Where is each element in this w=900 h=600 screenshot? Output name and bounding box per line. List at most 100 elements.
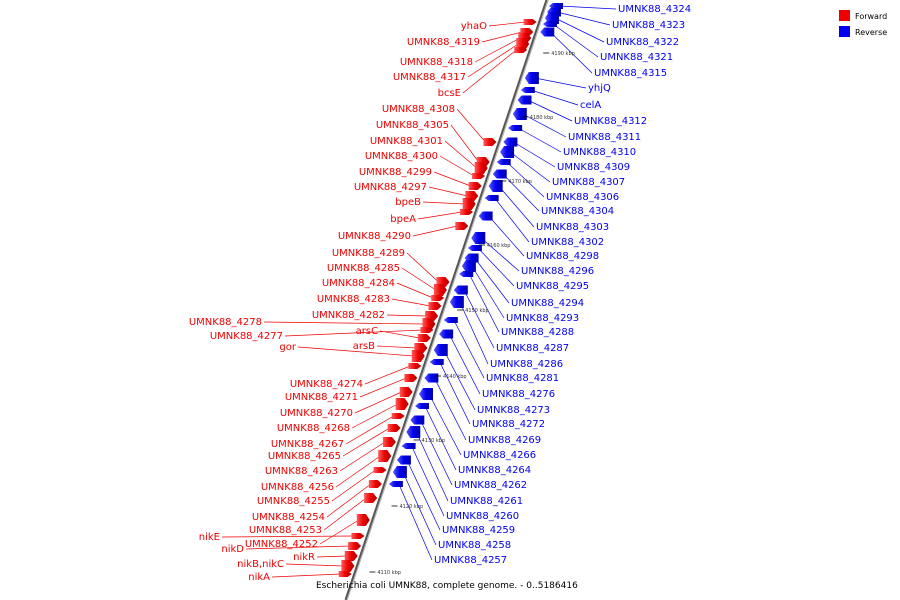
gene-arrow-forward [399, 387, 413, 397]
gene-arrow-forward [433, 284, 447, 296]
gene-label-reverse: UMNK88_4286 [490, 359, 563, 370]
gene-arrow-forward [387, 424, 401, 432]
gene-arrow-forward [483, 138, 497, 146]
tick-label: 4150 kbp [465, 308, 489, 314]
gene-label-forward: UMNK88_4308 [382, 104, 455, 115]
gene-arrow-forward [373, 467, 387, 473]
gene-arrow-reverse [508, 125, 523, 131]
gene-arrow-forward [462, 198, 476, 210]
leader-line-reverse [398, 483, 433, 561]
gene-label-forward: UMNK88_4267 [271, 439, 344, 450]
gene-label-forward: UMNK88_4256 [261, 482, 334, 493]
leader-line-reverse [474, 257, 510, 304]
leader-line-reverse [439, 361, 471, 425]
gene-label-forward: UMNK88_4274 [290, 379, 363, 390]
gene-arrow-reverse [512, 108, 527, 120]
gene-label-reverse: UMNK88_4266 [463, 450, 536, 461]
gene-arrow-reverse [401, 443, 416, 449]
genome-caption: Escherichia coli UMNK88, complete genome… [316, 581, 578, 591]
tick-label: 4140 kbp [443, 374, 467, 380]
leader-line-forward [271, 573, 341, 578]
leader-line-reverse [411, 445, 445, 517]
gene-arrow-reverse [500, 146, 515, 158]
gene-arrow-forward [404, 374, 418, 382]
gene-arrow-forward [382, 437, 396, 447]
gene-label-reverse: UMNK88_4287 [496, 343, 569, 354]
gene-arrow-forward [356, 514, 370, 526]
gene-label-forward: UMNK88_4265 [268, 451, 341, 462]
leader-line-forward [221, 535, 354, 538]
leader-line-forward [450, 124, 480, 163]
gene-label-forward: UMNK88_4252 [245, 539, 318, 550]
leader-line-forward [326, 483, 372, 518]
gene-label-reverse: UMNK88_4302 [531, 237, 604, 248]
leader-line-reverse [498, 185, 535, 228]
gene-arrow-forward [431, 295, 445, 301]
gene-arrow-forward [378, 450, 392, 462]
leader-line-reverse [468, 273, 500, 333]
leader-line-reverse [463, 289, 495, 349]
gene-label-forward: UMNK88_4297 [354, 182, 427, 193]
gene-label-reverse: UMNK88_4273 [477, 405, 550, 416]
leader-line-reverse [424, 405, 457, 471]
gene-label-forward: bpeA [390, 214, 416, 225]
gene-label-forward: UMNK88_4299 [359, 167, 432, 178]
gene-arrow-forward [472, 173, 486, 179]
gene-label-reverse: UMNK88_4260 [446, 511, 519, 522]
gene-arrow-reverse [388, 481, 403, 487]
leader-line-reverse [552, 23, 599, 58]
legend-forward-label: Forward [855, 12, 887, 21]
leader-line-forward [386, 314, 428, 317]
gene-arrow-forward [351, 533, 365, 539]
gene-label-forward: UMNK88_4319 [407, 37, 480, 48]
gene-label-reverse: UMNK88_4323 [612, 20, 685, 31]
leader-line-forward [488, 21, 526, 27]
gene-label-reverse: UMNK88_4276 [482, 389, 555, 400]
leader-line-reverse [517, 127, 562, 153]
gene-label-reverse: UMNK88_4269 [468, 435, 541, 446]
gene-label-reverse: UMNK88_4261 [450, 496, 523, 507]
gene-label-reverse: UMNK88_4298 [526, 251, 599, 262]
gene-label-forward: nikB,nikC [237, 559, 284, 570]
gene-arrow-reverse [542, 21, 557, 27]
leader-line-reverse [434, 377, 467, 441]
gene-label-forward: nikA [248, 572, 270, 583]
gene-arrow-forward [474, 162, 488, 174]
leader-line-reverse [448, 333, 481, 395]
gene-label-reverse: UMNK88_4312 [574, 116, 647, 127]
gene-label-reverse: UMNK88_4264 [458, 465, 531, 476]
leader-line-forward [406, 252, 439, 283]
legend-forward-swatch [839, 10, 850, 21]
leader-line-forward [364, 365, 411, 385]
genome-backbone [344, 0, 549, 600]
legend-reverse-swatch [839, 26, 850, 37]
leader-line-reverse [530, 89, 579, 106]
gene-arrow-reverse [467, 245, 482, 251]
gene-label-forward: bcsE [438, 88, 461, 99]
legend-reverse-label: Reverse [855, 28, 887, 37]
gene-label-forward: UMNK88_4278 [189, 317, 262, 328]
leader-line-forward [401, 267, 437, 291]
leader-line-reverse [428, 393, 462, 456]
leader-line-forward [379, 330, 420, 339]
gene-label-reverse: UMNK88_4310 [563, 147, 636, 158]
gene-arrow-forward [428, 302, 442, 310]
gene-label-reverse: UMNK88_4272 [472, 419, 545, 430]
leader-line-reverse [453, 319, 485, 379]
leader-line-forward [319, 519, 359, 545]
gene-arrow-forward [411, 350, 425, 362]
gene-arrow-reverse [484, 195, 499, 201]
leader-line-reverse [513, 141, 556, 168]
leader-line-forward [351, 403, 398, 429]
leader-line-reverse [419, 419, 453, 486]
gene-arrow-reverse [492, 169, 507, 179]
leader-line-forward [376, 345, 417, 349]
gene-label-forward: UMNK88_4270 [280, 408, 353, 419]
gene-arrow-reverse [524, 72, 539, 84]
gene-arrow-forward [341, 560, 355, 572]
leader-line-reverse [502, 173, 540, 212]
leader-line-forward [285, 563, 344, 567]
leader-line-forward [284, 329, 423, 337]
gene-label-forward: UMNK88_4301 [370, 136, 443, 147]
leader-line-reverse [534, 77, 587, 89]
